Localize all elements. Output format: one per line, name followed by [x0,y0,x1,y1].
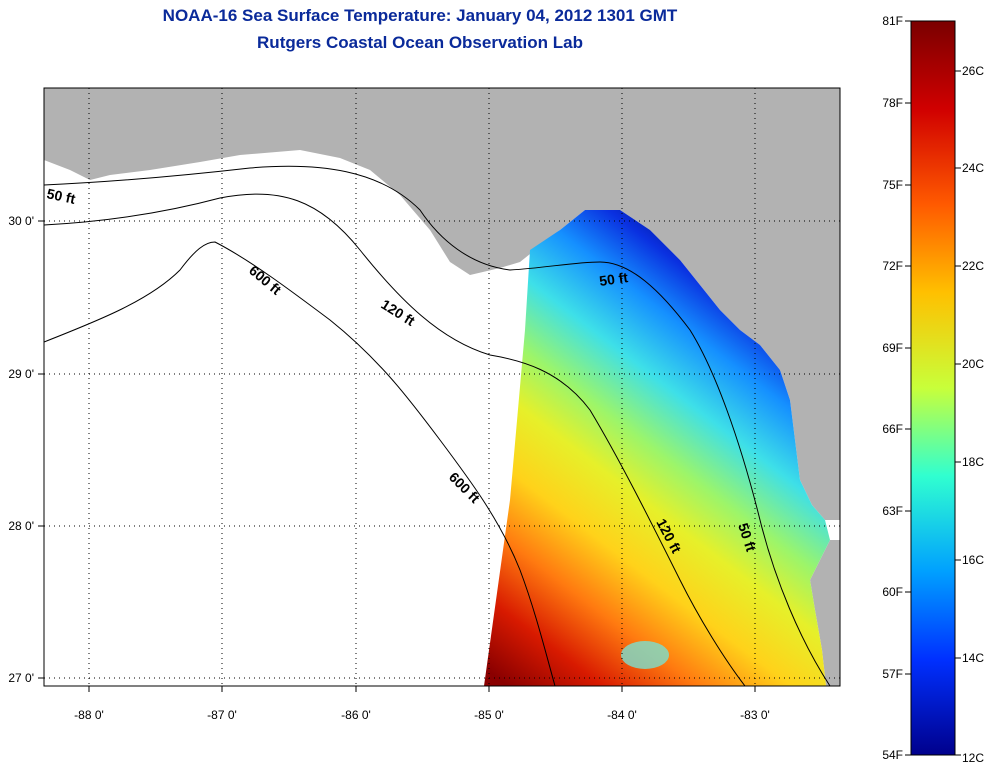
colorbar-c-label: 18C [962,455,984,469]
contour-600ft [44,241,556,686]
x-tick-label: -87 0' [207,708,237,722]
x-tick-label: -83 0' [740,708,770,722]
colorbar-c-label: 22C [962,259,984,273]
colorbar-c-label: 20C [962,357,984,371]
land-southwest-florida [810,540,840,686]
contour-label: 50 ft [598,269,629,289]
colorbar-ticks [905,20,961,756]
colorbar-f-label: 54F [882,748,903,762]
y-tick-label: 30 0' [8,214,34,228]
colorbar-f-label: 66F [882,422,903,436]
map-subtitle: Rutgers Coastal Ocean Observation Lab [257,33,583,52]
colorbar-f-label: 60F [882,585,903,599]
contour-label: 50 ft [45,185,77,207]
colorbar-f-label: 57F [882,667,903,681]
y-tick-label: 29 0' [8,367,34,381]
plot-frame [43,87,841,687]
colorbar-c-label: 14C [962,651,984,665]
colorbar [910,20,956,756]
colorbar-f-label: 78F [882,96,903,110]
colorbar-c-label: 24C [962,161,984,175]
sst-swath [484,210,830,686]
y-tick-label: 27 0' [8,671,34,685]
x-tick-label: -88 0' [74,708,104,722]
map-title: NOAA-16 Sea Surface Temperature: January… [162,6,678,25]
land-north-coast [44,88,840,520]
x-tick-label: -86 0' [341,708,371,722]
y-tick-label: 28 0' [8,519,34,533]
colorbar-c-label: 16C [962,553,984,567]
colorbar-f-label: 81F [882,14,903,28]
bathymetry-contours [44,165,831,686]
colorbar-f-label: 63F [882,504,903,518]
cool-patch [621,641,669,669]
contour-50ft-north [44,165,831,686]
contour-120ft [44,193,746,686]
x-tick-label: -85 0' [474,708,504,722]
colorbar-c-label: 12C [962,751,984,765]
colorbar-f-label: 69F [882,341,903,355]
colorbar-f-label: 75F [882,178,903,192]
colorbar-f-label: 72F [882,259,903,273]
colorbar-c-label: 26C [962,64,984,78]
tick-marks [38,220,756,692]
x-tick-label: -84 0' [607,708,637,722]
